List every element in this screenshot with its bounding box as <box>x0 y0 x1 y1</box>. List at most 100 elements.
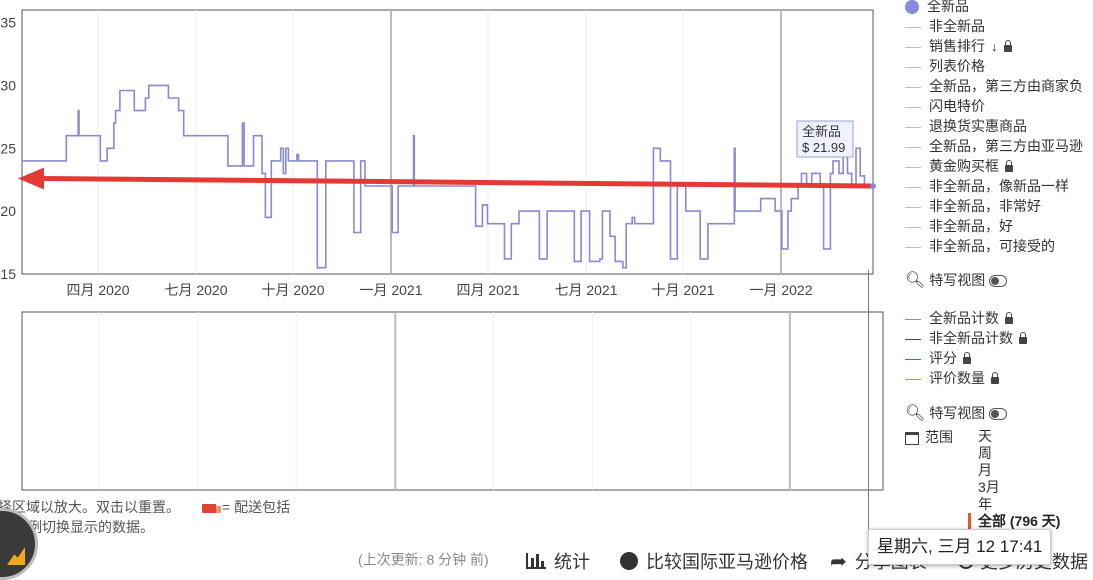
x-tick-label: 七月 2020 <box>164 282 227 298</box>
range-label: 范围 <box>925 429 953 445</box>
y-tick-label: 30 <box>0 77 16 93</box>
share-icon: ➦ <box>830 550 847 573</box>
legend-label: 黄金购买框 <box>929 158 999 174</box>
range-option[interactable]: 天 <box>978 428 992 444</box>
delivery-label: = 配送包括 <box>222 499 291 515</box>
legend-item[interactable]: 销售排行 ↓ <box>905 36 1012 56</box>
legend-line-icon <box>905 246 921 248</box>
legend-label: 退换货实惠商品 <box>929 118 1027 134</box>
lower-plot-area <box>21 311 884 491</box>
lock-icon <box>1005 311 1013 324</box>
x-tick-label: 十月 2020 <box>261 282 324 298</box>
lock-icon <box>991 371 999 384</box>
y-tick-label: 25 <box>0 140 16 156</box>
truck-icon <box>202 503 221 513</box>
last-update: (上次更新: 8 分钟 前) <box>358 551 489 568</box>
x-tick-label: 七月 2021 <box>554 282 617 298</box>
legend-item[interactable]: 非全新品计数 <box>905 328 1027 348</box>
legend-item[interactable]: 全新品，第三方由亚马逊 <box>905 136 1083 156</box>
legend-label: 销售排行 <box>929 38 985 54</box>
range-option-selected[interactable]: 全部 (796 天) <box>968 513 1060 530</box>
legend-line-icon <box>905 66 921 68</box>
range-selector: 范围 <box>905 427 953 447</box>
date-tooltip: 星期六, 三月 12 17:41 <box>868 529 1052 565</box>
bar-chart-icon <box>526 553 546 569</box>
stats-label: 统计 <box>554 552 590 572</box>
compare-link[interactable]: 比较国际亚马逊价格 <box>620 548 808 578</box>
legend-label: 全新品，第三方由亚马逊 <box>929 138 1083 154</box>
sort-icon: ↓ <box>991 39 998 55</box>
hint-legend: 击图例切换显示的数据。 <box>0 519 154 535</box>
legend-item[interactable]: 评分 <box>905 348 971 368</box>
legend-item[interactable]: 列表价格 <box>905 56 985 76</box>
legend-item[interactable]: 非全新品，像新品一样 <box>905 176 1069 196</box>
legend-item[interactable]: 非全新品，好 <box>905 216 1013 236</box>
legend-label: 全新品 <box>927 0 969 14</box>
annotation-arrow-head <box>18 167 44 190</box>
legend-label: 非全新品，像新品一样 <box>929 178 1069 194</box>
legend-line-icon <box>905 106 921 108</box>
legend-item[interactable]: 非全新品 <box>905 16 985 36</box>
legend-item[interactable]: 退换货实惠商品 <box>905 116 1027 136</box>
legend-line-icon <box>905 146 921 148</box>
tooltip-label: 全新品 <box>802 124 841 139</box>
hint-zoom: 择区域以放大。双击以重置。 <box>0 499 180 515</box>
price-history-chart[interactable]: 35 30 25 20 15 四月 2020 七月 2020 十月 2020 一月 2021 四… <box>0 0 900 300</box>
legend-line-icon <box>905 318 921 320</box>
date-tooltip-text: 星期六, 三月 12 17:41 <box>877 537 1043 556</box>
legend-item[interactable]: 评价数量 <box>905 368 999 388</box>
toggle-icon[interactable] <box>989 408 1008 421</box>
legend-line-icon <box>905 26 921 28</box>
legend-item[interactable]: 非全新品，非常好 <box>905 196 1041 216</box>
count-rating-chart[interactable] <box>0 300 900 500</box>
legend-line-icon <box>905 226 921 228</box>
legend-label: 评价数量 <box>929 370 985 386</box>
legend-label: 闪电特价 <box>929 98 985 114</box>
legend-label: 列表价格 <box>929 58 985 74</box>
legend-item[interactable]: 全新品计数 <box>905 308 1013 328</box>
legend-line-icon <box>905 338 921 340</box>
legend-label: 非全新品计数 <box>929 330 1013 346</box>
y-tick-label: 35 <box>0 15 16 31</box>
magnifier-icon: 🔍︎ <box>905 405 926 422</box>
legend-item[interactable]: 非全新品，可接受的 <box>905 236 1055 256</box>
legend-label: 全新品，第三方由商家负 <box>929 78 1083 94</box>
lock-icon <box>1019 331 1027 344</box>
legend-label: 全新品计数 <box>929 310 999 326</box>
zoom-toggle-top[interactable]: 🔍︎ 特写视图 <box>905 270 1008 290</box>
annotation-arrow-shaft <box>41 175 872 189</box>
stats-link[interactable]: 统计 <box>526 548 590 578</box>
lock-icon <box>1003 39 1012 52</box>
toggle-icon[interactable] <box>989 275 1008 288</box>
x-tick-label: 十月 2021 <box>651 282 714 298</box>
crosshair-line <box>868 270 869 540</box>
range-option[interactable]: 周 <box>978 445 992 461</box>
legend-label: 非全新品，好 <box>929 218 1013 234</box>
calendar-icon <box>905 431 919 445</box>
magnifier-icon: 🔍︎ <box>905 272 926 289</box>
x-tick-label: 四月 2020 <box>66 282 129 298</box>
legend-label: 非全新品，可接受的 <box>929 238 1055 254</box>
legend-line-icon <box>905 378 921 380</box>
legend-line-icon <box>905 126 921 128</box>
legend-item[interactable]: 闪电特价 <box>905 96 985 116</box>
zoom-toggle-bottom[interactable]: 🔍︎ 特写视图 <box>905 403 1008 423</box>
legend-item[interactable]: 黄金购买框 <box>905 156 1013 176</box>
lock-icon <box>963 351 971 364</box>
range-option[interactable]: 月 <box>978 462 992 478</box>
legend-item[interactable]: 全新品，第三方由商家负 <box>905 76 1083 96</box>
footer-bar: (上次更新: 8 分钟 前) <box>358 548 489 578</box>
range-option[interactable]: 3月 <box>978 479 1000 495</box>
legend-label: 评分 <box>929 350 957 366</box>
legend-label: 非全新品，非常好 <box>929 198 1041 214</box>
legend-item[interactable]: 全新品 <box>905 0 969 16</box>
legend-line-icon <box>905 358 921 360</box>
chart-up-icon <box>7 547 25 565</box>
range-options: 天周月 3月年全部 (796 天) <box>968 428 1088 538</box>
chart-plot-area <box>21 9 874 275</box>
y-tick-label: 20 <box>0 203 16 219</box>
price-tooltip: 全新品 $ 21.99 <box>796 120 854 158</box>
x-tick-label: 一月 2022 <box>749 282 812 298</box>
range-option[interactable]: 年 <box>978 496 992 512</box>
legend-line-icon <box>905 46 921 48</box>
